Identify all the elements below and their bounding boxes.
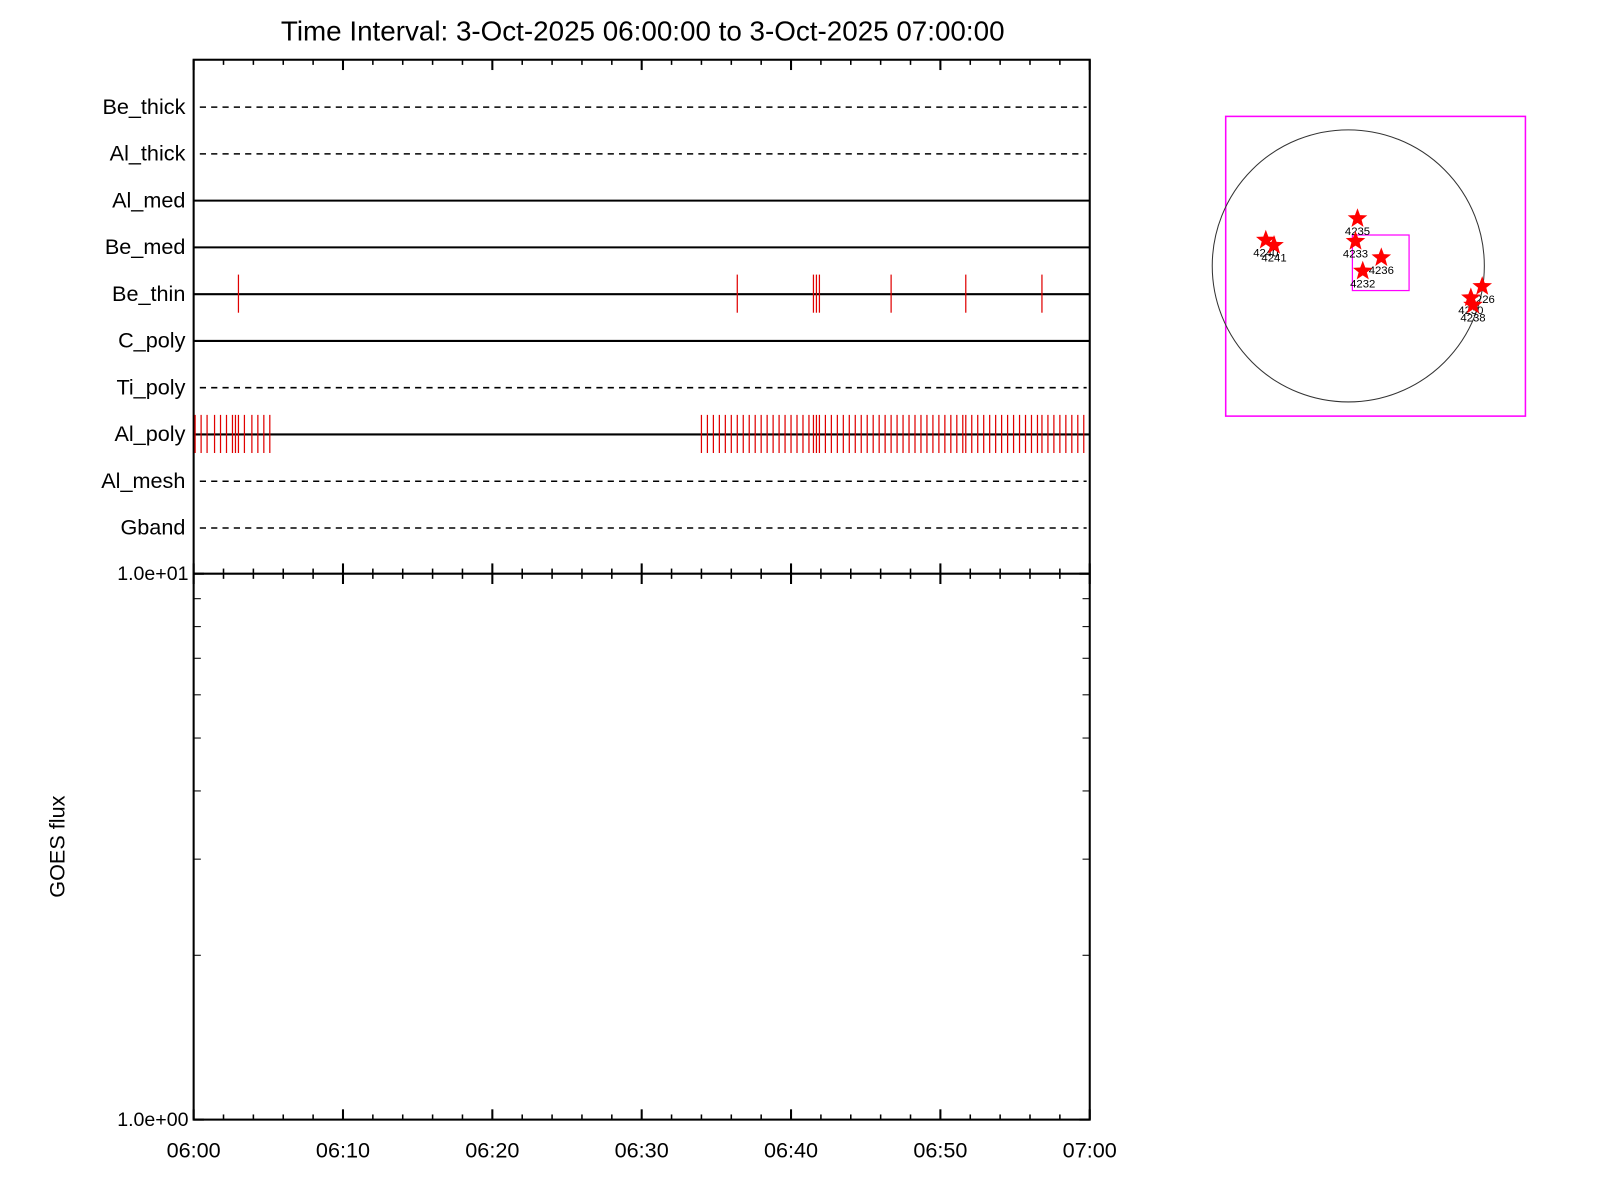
y-tick-label: 1.0e+00 bbox=[117, 1109, 188, 1131]
map-frame bbox=[1224, 115, 1527, 417]
x-tick-label: 06:10 bbox=[316, 1137, 370, 1162]
x-tick-label: 06:00 bbox=[167, 1137, 221, 1162]
region-label: 4226 bbox=[1470, 294, 1495, 306]
x-tick-label: 06:20 bbox=[465, 1137, 519, 1162]
chart-title: Time Interval: 3-Oct-2025 06:00:00 to 3-… bbox=[281, 15, 1005, 46]
region-marker bbox=[1461, 287, 1481, 307]
region-label: 4233 bbox=[1343, 249, 1368, 261]
region-label: 4236 bbox=[1369, 265, 1394, 277]
plot-area: Time Interval: 3-Oct-2025 06:00:00 to 3-… bbox=[44, 15, 1527, 1162]
x-tick-label: 07:00 bbox=[1063, 1137, 1117, 1162]
row-label: Al_mesh bbox=[101, 468, 185, 493]
region-label: 4235 bbox=[1345, 226, 1370, 238]
x-tick-label: 06:30 bbox=[615, 1137, 669, 1162]
x-tick-label: 06:40 bbox=[764, 1137, 818, 1162]
row-label: Be_thin bbox=[112, 281, 185, 306]
region-marker bbox=[1371, 247, 1392, 267]
region-label: 4232 bbox=[1350, 278, 1375, 290]
row-label: Be_med bbox=[105, 234, 186, 259]
row-label: C_poly bbox=[118, 328, 186, 353]
region-marker bbox=[1463, 294, 1483, 314]
row-label: Be_thick bbox=[102, 94, 185, 119]
region-marker bbox=[1352, 260, 1373, 280]
y-axis-title: GOES flux bbox=[44, 795, 69, 897]
region-marker bbox=[1256, 229, 1276, 249]
row-label: Al_med bbox=[112, 187, 185, 212]
row-label: Gband bbox=[120, 515, 185, 540]
x-tick-label: 06:50 bbox=[913, 1137, 967, 1162]
solar-disk bbox=[1211, 129, 1485, 403]
y-tick-label: 1.0e+01 bbox=[117, 563, 188, 585]
row-label: Al_thick bbox=[110, 141, 186, 166]
plot-frame bbox=[192, 58, 1091, 1121]
row-label: Al_poly bbox=[114, 421, 185, 446]
region-marker bbox=[1264, 235, 1284, 254]
region-label: 4238 bbox=[1460, 312, 1485, 324]
field-of-view bbox=[1351, 234, 1410, 292]
row-label: Ti_poly bbox=[116, 374, 185, 399]
region-marker bbox=[1345, 230, 1366, 250]
region-marker bbox=[1347, 208, 1368, 227]
region-marker bbox=[1472, 276, 1493, 295]
region-label: 4241 bbox=[1261, 253, 1286, 265]
